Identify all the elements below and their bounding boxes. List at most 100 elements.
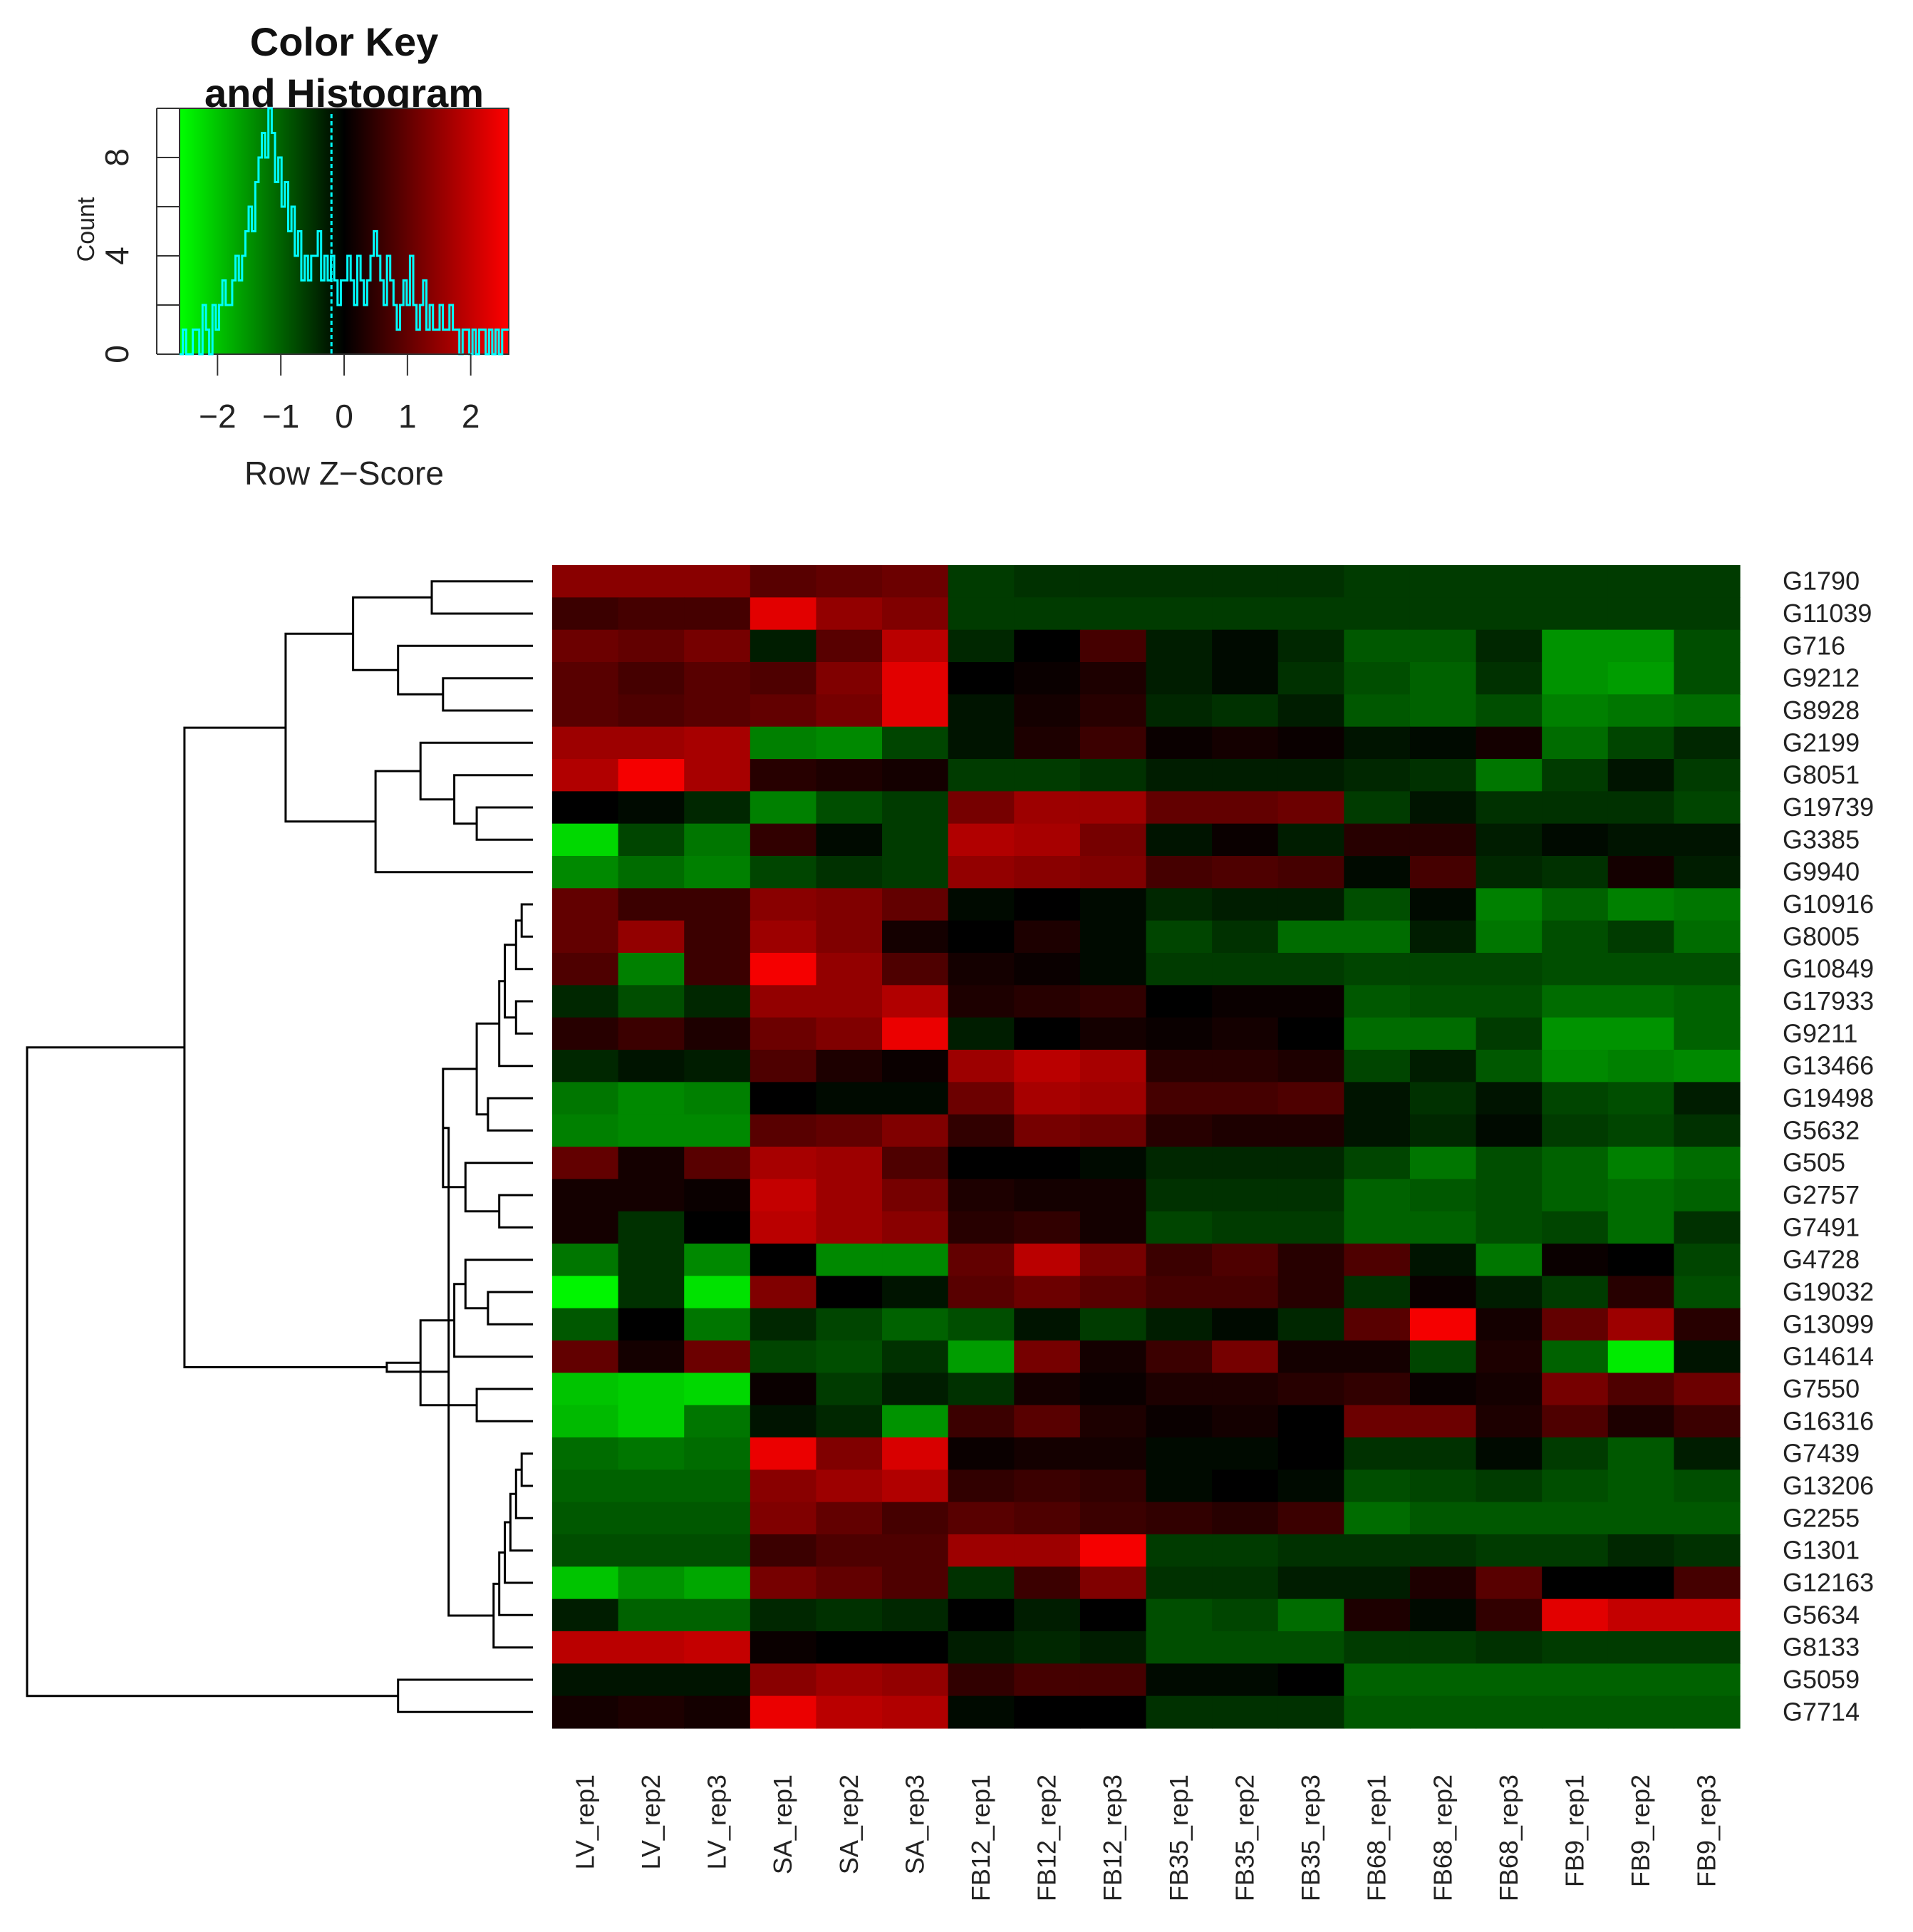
- heatmap-cell: [750, 1179, 817, 1212]
- heatmap-cell: [1079, 1373, 1147, 1406]
- heatmap-cell: [816, 1179, 883, 1212]
- heatmap-cell: [1607, 1373, 1674, 1406]
- heatmap-cell: [1607, 1147, 1674, 1179]
- color-key-y-tick-label: 0: [98, 345, 135, 363]
- heatmap-cell: [618, 1469, 685, 1503]
- heatmap-cell: [1277, 694, 1344, 728]
- heatmap-cell: [1079, 1179, 1147, 1212]
- heatmap-cell: [552, 1017, 619, 1050]
- heatmap-cell: [1014, 953, 1081, 986]
- heatmap-cell: [882, 1244, 949, 1276]
- heatmap-cell: [552, 953, 619, 986]
- heatmap-cell: [1542, 1373, 1609, 1406]
- heatmap-cell: [684, 856, 751, 889]
- heatmap-cell: [1476, 823, 1543, 857]
- heatmap-cell: [1212, 629, 1279, 663]
- heatmap-cell: [1079, 953, 1147, 986]
- heatmap-cell: [552, 694, 619, 728]
- heatmap-cell: [1079, 1340, 1147, 1373]
- heatmap-cell: [1146, 1082, 1213, 1115]
- heatmap-cell: [1344, 1437, 1411, 1470]
- heatmap-cell: [816, 1695, 883, 1729]
- heatmap-cell: [1146, 662, 1213, 695]
- heatmap-cell: [882, 985, 949, 1018]
- heatmap-cell: [1409, 1147, 1477, 1179]
- heatmap-cell: [1146, 629, 1213, 663]
- heatmap-cell: [618, 791, 685, 825]
- heatmap-cell: [1476, 597, 1543, 631]
- heatmap-cell: [1344, 726, 1411, 760]
- row-label: G8051: [1783, 760, 1860, 790]
- heatmap-cell: [1607, 1340, 1674, 1373]
- heatmap-cell: [1079, 629, 1147, 663]
- dendrogram-branch: [26, 1046, 398, 1698]
- heatmap-cell: [1277, 1114, 1344, 1147]
- heatmap-cell: [1409, 1631, 1477, 1664]
- heatmap-cell: [1277, 1050, 1344, 1083]
- heatmap-cell: [948, 759, 1015, 792]
- heatmap-cell: [750, 1502, 817, 1535]
- heatmap-cell: [1607, 1631, 1674, 1664]
- heatmap-cell: [1212, 1373, 1279, 1406]
- heatmap-cell: [816, 1114, 883, 1147]
- heatmap-cell: [1014, 1502, 1081, 1535]
- heatmap-cell: [1212, 888, 1279, 921]
- heatmap-cell: [1277, 1373, 1344, 1406]
- heatmap-cell: [1476, 1114, 1543, 1147]
- heatmap-cell: [750, 823, 817, 857]
- heatmap-cell: [750, 1566, 817, 1600]
- dendrogram-branch: [509, 1492, 533, 1552]
- heatmap-cell: [1212, 1050, 1279, 1083]
- heatmap-cell: [1542, 985, 1609, 1018]
- heatmap-cell: [1542, 1308, 1609, 1341]
- heatmap-cell: [948, 1695, 1015, 1729]
- heatmap-cell: [1542, 565, 1609, 598]
- heatmap-cell: [882, 1502, 949, 1535]
- heatmap-cell: [1674, 1308, 1741, 1341]
- heatmap-cell: [948, 1147, 1015, 1179]
- heatmap-cell: [750, 1631, 817, 1664]
- heatmap-cell: [618, 953, 685, 986]
- heatmap-cell: [1476, 694, 1543, 728]
- heatmap-cell: [552, 662, 619, 695]
- dendrogram-branch: [475, 806, 533, 841]
- heatmap-cell: [1146, 1373, 1213, 1406]
- heatmap-cell: [1674, 662, 1741, 695]
- heatmap-cell: [1476, 1534, 1543, 1567]
- heatmap-cell: [1542, 1050, 1609, 1083]
- heatmap-cell: [552, 1631, 619, 1664]
- column-label: SA_rep2: [834, 1775, 864, 1874]
- heatmap-cell: [1476, 1276, 1543, 1309]
- heatmap-cell: [948, 1566, 1015, 1600]
- heatmap-cell: [1542, 953, 1609, 986]
- heatmap-cell: [1146, 1147, 1213, 1179]
- heatmap-cell: [1079, 1114, 1147, 1147]
- heatmap-cell: [1277, 1340, 1344, 1373]
- heatmap-cell: [882, 1179, 949, 1212]
- heatmap-cell: [816, 759, 883, 792]
- heatmap-cell: [1079, 1534, 1147, 1567]
- heatmap-cell: [882, 1631, 949, 1664]
- row-label: G19739: [1783, 792, 1874, 822]
- heatmap-cell: [816, 1244, 883, 1276]
- heatmap-cell: [1212, 856, 1279, 889]
- heatmap-cell: [1542, 1695, 1609, 1729]
- heatmap-cell: [1674, 823, 1741, 857]
- heatmap-cell: [1277, 1469, 1344, 1503]
- row-label: G5632: [1783, 1115, 1860, 1145]
- dendrogram-branch: [487, 1097, 533, 1132]
- heatmap-cell: [816, 1147, 883, 1179]
- heatmap-cell: [1014, 1147, 1081, 1179]
- heatmap-cell: [750, 759, 817, 792]
- row-label: G16316: [1783, 1406, 1874, 1435]
- heatmap-cell: [552, 1179, 619, 1212]
- heatmap-cell: [1277, 888, 1344, 921]
- color-key-x-tick-label: −1: [262, 398, 299, 435]
- heatmap-cell: [618, 856, 685, 889]
- heatmap-cell: [1607, 629, 1674, 663]
- heatmap-cell: [684, 662, 751, 695]
- column-label: SA_rep3: [900, 1775, 929, 1874]
- heatmap-cell: [750, 662, 817, 695]
- heatmap-cell: [1079, 1244, 1147, 1276]
- heatmap-cell: [1212, 1566, 1279, 1600]
